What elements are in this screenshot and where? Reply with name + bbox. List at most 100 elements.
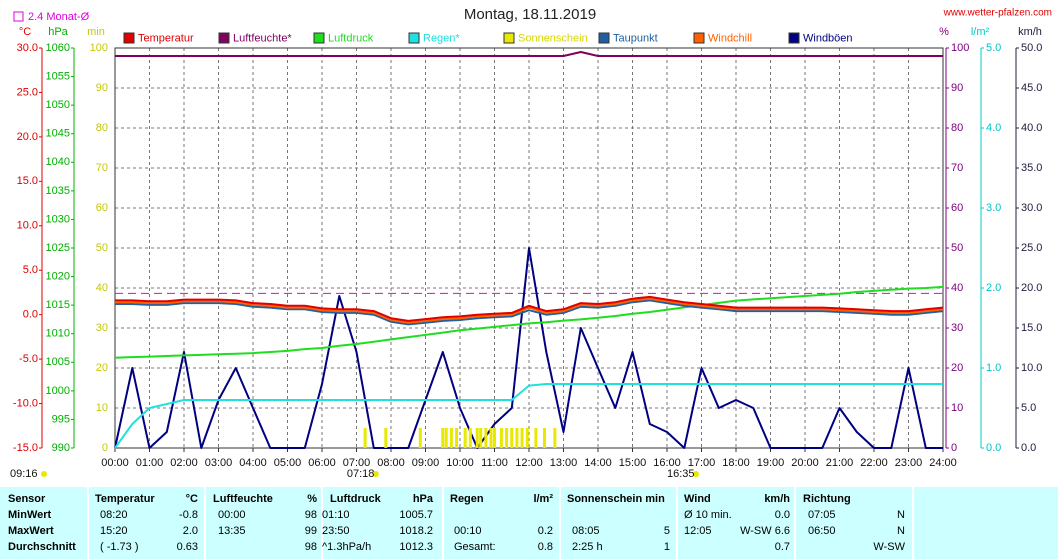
sunshine-bar [510, 428, 514, 448]
axis-unit: °C [19, 26, 31, 38]
y-tick-label: 20.0 [17, 131, 38, 143]
y-tick-label: 25.0 [1021, 242, 1042, 254]
x-tick-label: 05:00 [274, 457, 302, 469]
table-cell: 5 [664, 525, 670, 537]
table-row-label: MinWert [8, 509, 52, 521]
table-cell: 08:20 [100, 509, 128, 521]
legend-label: Luftdruck [328, 32, 374, 44]
table-cell: 15:20 [100, 525, 128, 537]
table-row-label: Durchschnitt [8, 541, 76, 553]
y-tick-label: 20.0 [1021, 282, 1042, 294]
sunshine-bar [484, 428, 488, 448]
y-tick-label: 0.0 [23, 309, 38, 321]
table-cell: 07:05 [808, 509, 836, 521]
annotation: 09:16 [10, 468, 38, 480]
axis-unit: hPa [48, 26, 68, 38]
x-tick-label: 18:00 [722, 457, 750, 469]
y-tick-label: 30.0 [1021, 202, 1042, 214]
table-cell: ( -1.73 ) [100, 541, 139, 553]
table-cell: 98 [305, 541, 317, 553]
table-cell: N [897, 509, 905, 521]
y-tick-label: -10.0 [13, 397, 38, 409]
avg-icon [13, 11, 24, 22]
x-tick-label: 09:00 [412, 457, 440, 469]
y-tick-label: 35.0 [1021, 162, 1042, 174]
legend-swatch [123, 32, 135, 44]
y-tick-label: 1015 [46, 299, 70, 311]
y-tick-label: 50.0 [1021, 42, 1042, 54]
table-cell: 0.0 [775, 509, 790, 521]
sunshine-bar [418, 428, 422, 448]
y-tick-label: 2.0 [986, 282, 1001, 294]
y-tick-label: 20 [96, 362, 108, 374]
sunshine-bar [505, 428, 509, 448]
table-cell: 1012.3 [399, 541, 433, 553]
table-header: Richtung [803, 493, 851, 505]
sunshine-bar [475, 428, 479, 448]
table-cell: W-SW 6.6 [740, 525, 790, 537]
table-cell: 01:10 [322, 509, 350, 521]
y-tick-label: 5.0 [986, 42, 1001, 54]
x-tick-label: 12:00 [515, 457, 543, 469]
sun-marker [41, 471, 47, 477]
y-tick-label: 40 [951, 282, 963, 294]
series-line [115, 295, 944, 322]
table-cell: 1018.2 [399, 525, 433, 537]
y-tick-label: 45.0 [1021, 82, 1042, 94]
y-tick-label: 1025 [46, 242, 70, 254]
legend-swatch [693, 32, 705, 44]
table-cell: 0.63 [177, 541, 198, 553]
table-header: Luftfeuchte [213, 493, 273, 505]
y-tick-label: 1045 [46, 128, 70, 140]
table-cell: 98 [305, 509, 317, 521]
sunshine-bar [384, 428, 388, 448]
x-tick-label: 16:00 [653, 457, 681, 469]
legend-swatch [503, 32, 515, 44]
x-tick-label: 00:00 [101, 457, 129, 469]
y-tick-label: 1040 [46, 156, 70, 168]
y-tick-label: 10.0 [1021, 362, 1042, 374]
table-cell: 99 [305, 525, 317, 537]
axis-unit: l/m² [971, 26, 990, 38]
sunshine-bar [543, 428, 547, 448]
axis-unit: min [87, 26, 105, 38]
legend-label: Luftfeuchte* [233, 32, 292, 44]
table-cell: 0.8 [538, 541, 553, 553]
y-tick-label: 90 [951, 82, 963, 94]
y-tick-label: 15.0 [1021, 322, 1042, 334]
y-tick-label: 80 [96, 122, 108, 134]
sunshine-bar [468, 428, 472, 448]
y-tick-label: 70 [951, 162, 963, 174]
y-tick-label: 1030 [46, 213, 70, 225]
table-header: Regen [450, 493, 484, 505]
table-cell: 1005.7 [399, 509, 433, 521]
table-cell: 1 [664, 541, 670, 553]
x-tick-label: 06:00 [308, 457, 336, 469]
x-tick-label: 07:00 [343, 457, 371, 469]
table-header: Temperatur [95, 493, 155, 505]
legend-label: Taupunkt [613, 32, 658, 44]
table-header: Sensor [8, 493, 46, 505]
table-header: l/m² [533, 493, 553, 505]
sunshine-bar [515, 428, 519, 448]
y-tick-label: 25.0 [17, 86, 38, 98]
legend-label: Regen* [423, 32, 460, 44]
series-line [114, 383, 943, 449]
annotation: 16:35 [667, 468, 695, 480]
y-tick-label: 40 [96, 282, 108, 294]
y-tick-label: 60 [96, 202, 108, 214]
sun-marker [372, 471, 379, 477]
x-tick-label: 11:00 [481, 457, 508, 469]
table-cell: 12:05 [684, 525, 712, 537]
table-cell: 2:25 h [572, 541, 603, 553]
y-tick-label: -5.0 [19, 353, 38, 365]
x-tick-label: 01:00 [136, 457, 164, 469]
y-tick-label: 30 [951, 322, 963, 334]
sunshine-bar [534, 428, 538, 448]
axis-unit: % [939, 26, 949, 38]
legend-swatch [408, 32, 420, 44]
y-tick-label: 0.0 [986, 442, 1001, 454]
table-cell: -0.8 [179, 509, 198, 521]
table-cell: 08:05 [572, 525, 600, 537]
sunshine-bar [479, 428, 483, 448]
